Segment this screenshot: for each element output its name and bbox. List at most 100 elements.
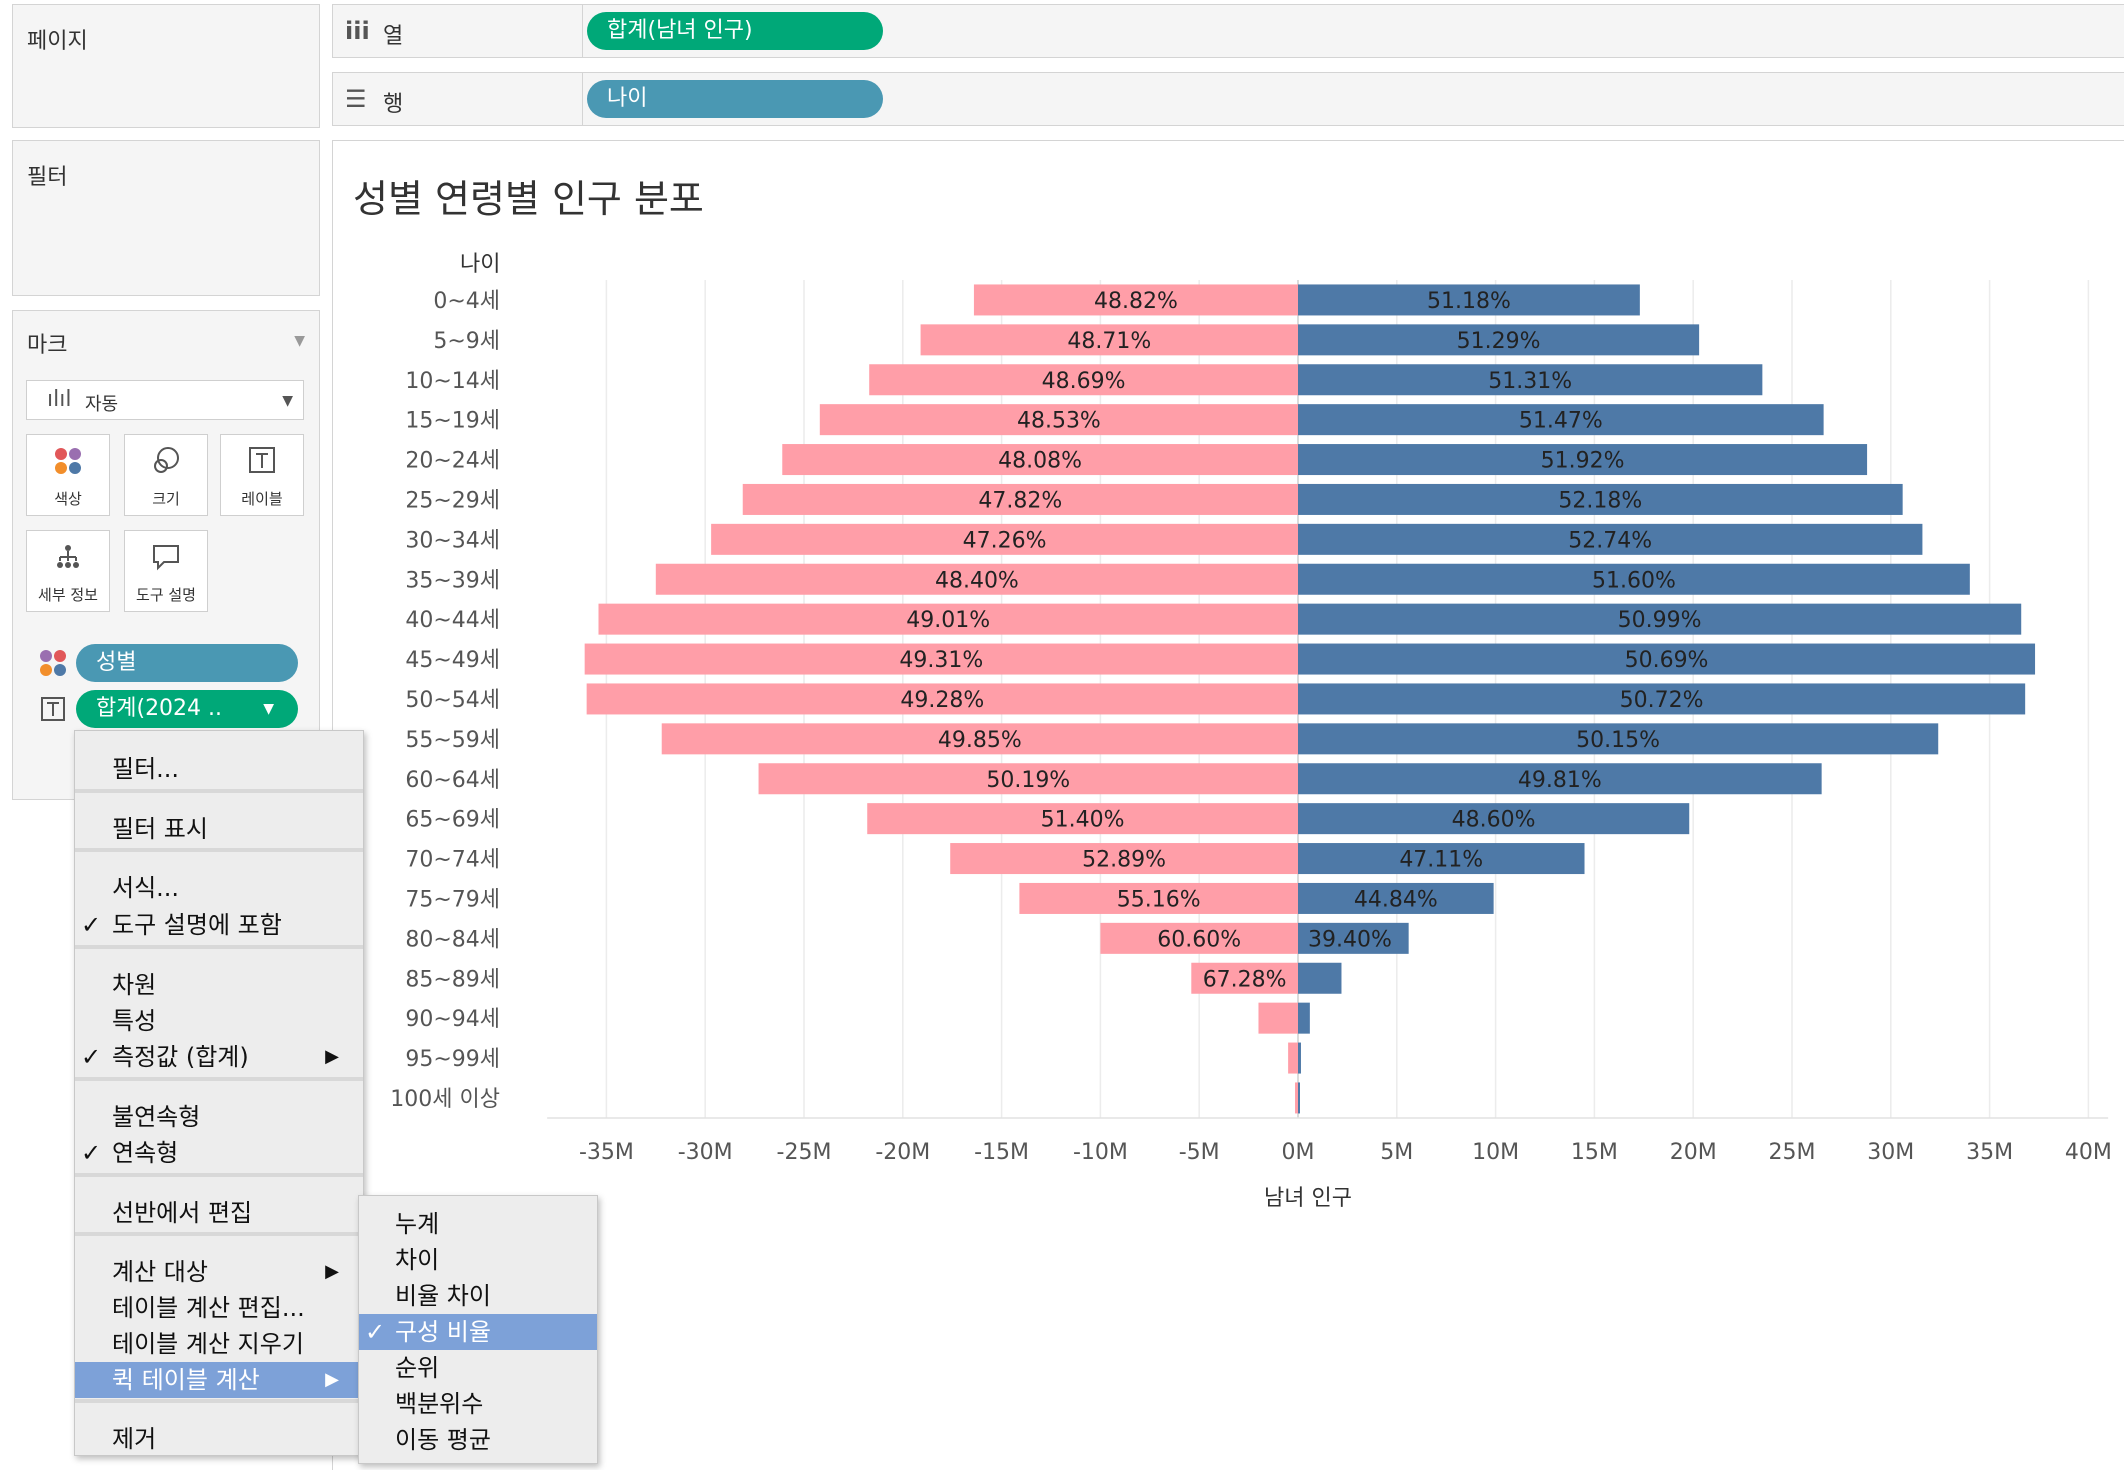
female-bar[interactable] [655,563,1298,595]
x-tick-label: 5M [1380,1140,1413,1165]
columns-shelf[interactable]: iii 열 합계(남녀 인구) [332,4,2124,58]
male-data-label: 52.18% [1558,488,1642,513]
female-bar[interactable] [1295,1082,1298,1114]
tooltip-button[interactable]: 도구 설명 [124,530,208,612]
male-bar[interactable] [1298,1002,1310,1034]
male-bar[interactable] [1298,763,1822,795]
y-tick-label: 20~24세 [405,449,500,474]
female-bar[interactable] [661,723,1298,755]
male-bar[interactable] [1298,324,1700,356]
female-bar[interactable] [920,324,1298,356]
filters-pane[interactable]: 필터 [12,140,320,296]
sum-label-pill[interactable]: 합계(2024 .. ▼ [76,690,298,728]
male-bar[interactable] [1298,444,1868,476]
female-bar[interactable] [1258,1002,1298,1034]
female-bar[interactable] [1019,882,1298,914]
detail-button[interactable]: 세부 정보 [26,530,110,612]
male-bar[interactable] [1298,882,1494,914]
male-bar[interactable] [1298,643,2036,675]
male-bar[interactable] [1298,563,1970,595]
female-bar[interactable] [782,444,1298,476]
female-bar[interactable] [742,483,1298,515]
menu-item[interactable]: 필터 표시 [75,811,363,847]
female-data-label: 49.31% [899,648,983,673]
submenu-item[interactable]: 누계 [359,1206,597,1242]
mark-type-dropdown[interactable]: ılıl 자동 ▼ [26,380,304,420]
male-bar[interactable] [1298,723,1939,755]
male-bar[interactable] [1298,603,2022,635]
male-bar[interactable] [1298,922,1409,954]
female-bar[interactable] [586,683,1298,715]
female-bar[interactable] [1191,962,1298,994]
female-data-label: 55.16% [1117,887,1201,912]
menu-item[interactable]: 차원 [75,967,363,1003]
x-tick-label: -25M [777,1140,832,1165]
female-data-label: 67.28% [1203,967,1287,992]
menu-item[interactable]: 테이블 계산 편집... [75,1290,363,1326]
male-bar[interactable] [1298,523,1923,555]
submenu-item[interactable]: 차이 [359,1242,597,1278]
marks-pane-collapse-icon[interactable]: ▼ [294,333,305,349]
male-bar[interactable] [1298,1082,1300,1114]
dropdown-caret-icon[interactable]: ▼ [263,701,274,717]
male-bar[interactable] [1298,483,1903,515]
y-tick-label: 5~9세 [433,329,500,354]
female-bar[interactable] [869,364,1298,396]
tooltip-icon [125,541,207,580]
male-bar[interactable] [1298,364,1763,396]
pages-pane[interactable]: 페이지 [12,4,320,128]
menu-item[interactable]: 필터... [75,751,363,787]
quick-table-calc-submenu[interactable]: 누계 차이 비율 차이 구성 비율 ✓ 순위 백분위수 이동 평균 [358,1195,598,1464]
female-bar[interactable] [758,763,1298,795]
submenu-item[interactable]: 구성 비율 ✓ [359,1314,597,1350]
female-bar[interactable] [1288,1042,1298,1074]
female-data-label: 50.19% [986,768,1070,793]
male-bar[interactable] [1298,683,2026,715]
male-bar[interactable] [1298,404,1824,436]
columns-pill[interactable]: 합계(남녀 인구) [587,12,883,50]
menu-item[interactable]: 계산 대상 ▶ [75,1254,363,1290]
gender-color-pill[interactable]: 성별 [76,644,298,682]
female-bar[interactable] [598,603,1298,635]
female-bar[interactable] [711,523,1298,555]
submenu-arrow-icon: ▶ [325,1261,339,1282]
submenu-item[interactable]: 순위 [359,1350,597,1386]
male-bar[interactable] [1298,1042,1301,1074]
female-data-label: 52.89% [1082,848,1166,873]
y-tick-label: 50~54세 [405,688,500,713]
menu-item[interactable]: 제거 [75,1421,363,1457]
submenu-item[interactable]: 비율 차이 [359,1278,597,1314]
menu-item[interactable]: 서식... [75,870,363,906]
rows-shelf[interactable]: ☰ 행 나이 [332,72,2124,126]
rows-shelf-title: 행 [383,92,404,117]
label-button[interactable]: 레이블 [220,434,304,516]
rows-pill[interactable]: 나이 [587,80,883,118]
male-bar[interactable] [1298,843,1585,875]
submenu-item[interactable]: 백분위수 [359,1386,597,1422]
female-bar[interactable] [1100,922,1298,954]
menu-item[interactable]: 도구 설명에 포함 ✓ [75,907,363,943]
female-bar[interactable] [584,643,1298,675]
menu-item[interactable]: 선반에서 편집 [75,1195,363,1231]
menu-item-label: 필터 표시 [112,815,208,843]
female-bar[interactable] [867,803,1298,835]
menu-item[interactable]: 연속형 ✓ [75,1135,363,1171]
submenu-item[interactable]: 이동 평균 [359,1422,597,1458]
male-bar[interactable] [1298,803,1690,835]
menu-item[interactable]: 테이블 계산 지우기 [75,1326,363,1362]
female-bar[interactable] [819,404,1298,436]
male-bar[interactable] [1298,962,1342,994]
size-button[interactable]: 크기 [124,434,208,516]
male-bar[interactable] [1298,284,1640,316]
y-tick-label: 10~14세 [405,369,500,394]
submenu-arrow-icon: ▶ [325,1046,339,1067]
menu-item[interactable]: 측정값 (합계) ✓ ▶ [75,1039,363,1075]
menu-item[interactable]: 퀵 테이블 계산 ▶ [75,1362,363,1398]
menu-item[interactable]: 불연속형 [75,1099,363,1135]
female-bar[interactable] [973,284,1298,316]
female-bar[interactable] [950,843,1298,875]
color-button[interactable]: 색상 [26,434,110,516]
menu-item[interactable]: 특성 [75,1003,363,1039]
